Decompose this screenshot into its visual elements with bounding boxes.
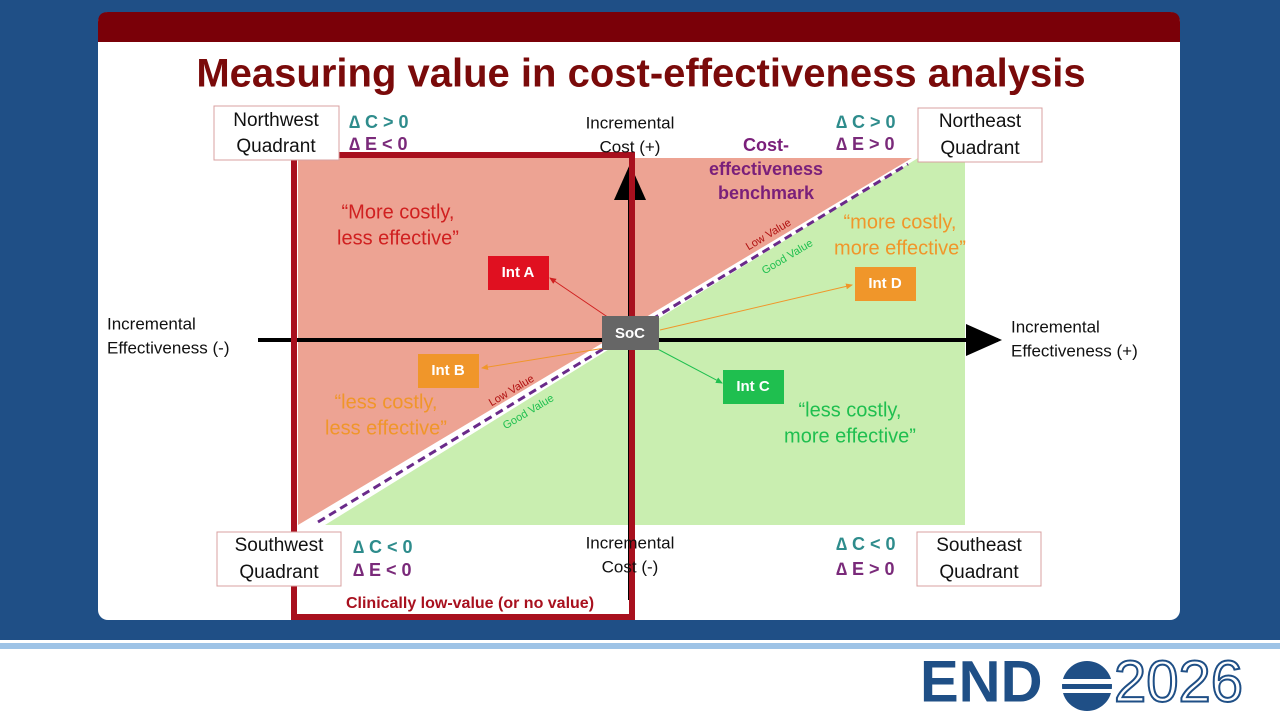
- delta-effect: ∆ E < 0: [353, 560, 412, 580]
- benchmark-label: Cost- effectiveness benchmark: [709, 135, 823, 203]
- axis-label: Incremental: [586, 113, 675, 132]
- axis-label: Incremental: [586, 533, 675, 552]
- quadrant-name: Quadrant: [236, 136, 316, 157]
- delta-effect: ∆ E > 0: [836, 559, 895, 579]
- quadrant-name: Northeast: [939, 111, 1022, 132]
- delta-cost: ∆ C > 0: [836, 112, 896, 132]
- node-label: Int B: [431, 362, 464, 379]
- header-bar: [98, 12, 1180, 42]
- node-label: SoC: [615, 325, 645, 342]
- delta-cost: ∆ C < 0: [836, 534, 896, 554]
- logo-year: 2026: [1114, 649, 1243, 714]
- quote: less effective”: [325, 417, 447, 439]
- arrow: [659, 283, 853, 331]
- quote: “less costly,: [335, 391, 438, 413]
- quote: “more costly,: [844, 211, 957, 233]
- delta-cost: ∆ C > 0: [349, 112, 409, 132]
- quadrant-name: Southeast: [936, 535, 1022, 556]
- quadrant-box: [213, 105, 340, 161]
- quote: less effective”: [337, 227, 459, 249]
- node-label: Int D: [868, 275, 901, 292]
- quote: more effective”: [784, 425, 916, 447]
- delta-effect: ∆ E < 0: [349, 134, 408, 154]
- node: [418, 354, 479, 388]
- quadrant-name: Southwest: [235, 535, 324, 556]
- title: Measuring value in cost-effectiveness an…: [196, 52, 1085, 96]
- quadrant-name: Quadrant: [939, 562, 1019, 583]
- quadrant-name: Quadrant: [239, 562, 319, 583]
- benchmark-line-text: effectiveness: [709, 159, 823, 179]
- benchmark-line-text: benchmark: [718, 183, 815, 203]
- node: [602, 316, 659, 350]
- benchmark-line-text: Cost-: [743, 135, 789, 155]
- arrow: [649, 344, 723, 384]
- axis-label: Cost (-): [602, 557, 659, 576]
- node: [855, 267, 916, 301]
- low-value-label: Clinically low-value (or no value): [346, 595, 594, 612]
- node: [723, 370, 784, 404]
- arrow: [549, 277, 613, 321]
- quote: “less costly,: [799, 399, 902, 421]
- node-label: Int C: [736, 378, 769, 395]
- axis-label: Effectiveness (-): [107, 338, 230, 357]
- quadrant-box: [216, 531, 342, 587]
- quadrant-name: Quadrant: [940, 138, 1020, 159]
- delta-effect: ∆ E > 0: [836, 134, 895, 154]
- quadrant-name: Northwest: [233, 110, 319, 131]
- quote: “More costly,: [342, 201, 455, 223]
- arrow: [481, 347, 606, 370]
- logo-brand: END: [920, 649, 1042, 714]
- quadrant-box: [916, 531, 1042, 587]
- delta-cost: ∆ C < 0: [353, 537, 413, 557]
- axis-label: Incremental: [1011, 317, 1100, 336]
- axis-label: Effectiveness (+): [1011, 341, 1138, 360]
- quote: more effective”: [834, 237, 966, 259]
- logo-globe: [1060, 661, 1114, 711]
- footer-stripe: [0, 643, 1280, 649]
- axis-label: Cost (+): [600, 137, 661, 156]
- node-label: Int A: [502, 264, 535, 281]
- quadrant-box: [917, 107, 1043, 163]
- low-value-box: [291, 152, 635, 620]
- node: [488, 256, 549, 290]
- axis-label: Incremental: [107, 314, 196, 333]
